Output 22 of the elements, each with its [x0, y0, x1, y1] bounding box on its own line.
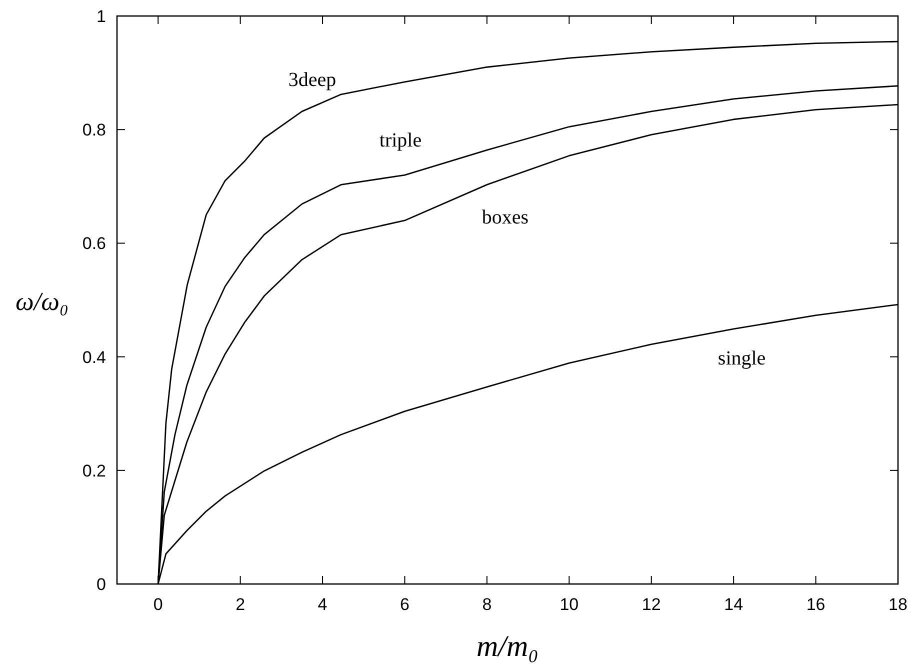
- series-label: single: [718, 348, 766, 370]
- x-tick-label: 16: [806, 595, 826, 614]
- x-tick-label: 14: [724, 595, 744, 614]
- x-tick-label: 6: [400, 595, 410, 614]
- y-tick-label: 0.2: [82, 461, 106, 480]
- y-tick-label: 0.8: [82, 120, 106, 140]
- x-tick-label: 0: [153, 595, 163, 614]
- x-tick-label: 4: [318, 595, 328, 614]
- y-tick-label: 1: [96, 7, 106, 26]
- x-tick-label: 18: [888, 595, 908, 614]
- y-tick-label: 0.4: [82, 348, 106, 367]
- x-tick-label: 10: [560, 595, 579, 614]
- x-tick-label: 2: [236, 595, 246, 614]
- y-tick-label: 0: [96, 575, 106, 594]
- x-tick-label: 12: [642, 595, 661, 614]
- x-tick-label: 8: [482, 595, 492, 614]
- series-label: triple: [379, 130, 422, 152]
- y-tick-label: 0.6: [82, 234, 106, 254]
- y-axis-title: ω/ω₀: [16, 287, 68, 316]
- series-label: 3deep: [288, 68, 336, 91]
- series-label: boxes: [482, 206, 529, 228]
- x-axis-title: m/m₀: [476, 630, 539, 663]
